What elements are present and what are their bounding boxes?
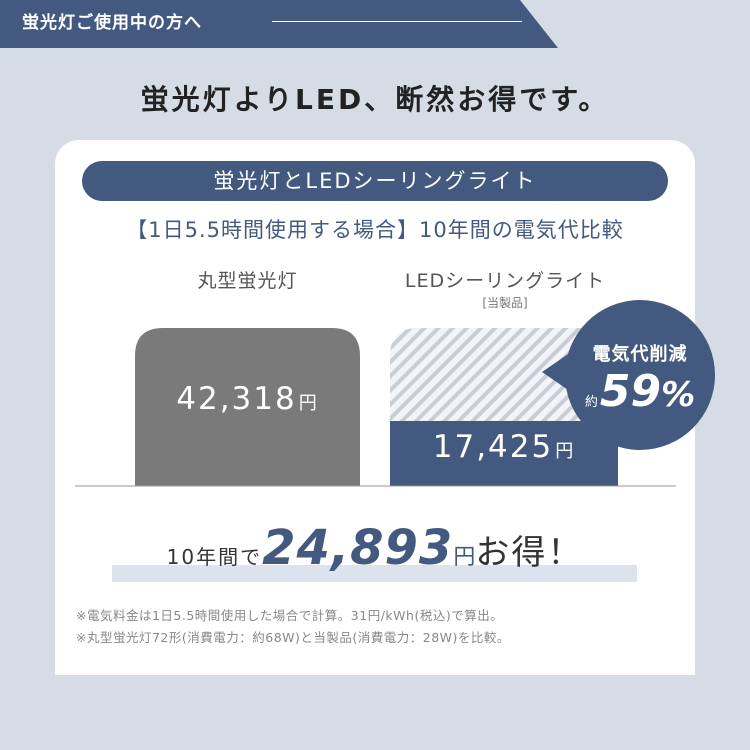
saving-prefix: 10年間で [166,545,263,569]
bar-led [390,420,618,486]
badge-number: 59 [599,366,662,417]
comparison-caption: 【1日5.5時間使用する場合】10年間の電気代比較 [126,218,624,242]
category-label-led: LEDシーリングライト [404,270,606,292]
bar-led-value: 17,425 円 [390,429,618,465]
value-fluorescent: 42,318 [176,381,297,417]
footnote-1: ※電気料金は1日5.5時間使用した場合で計算。31円/kWh(税込)で算出。 [76,608,504,623]
footnote-2: ※丸型蛍光灯72形(消費電力：約68W)と当製品(消費電力：28W)を比較。 [76,630,510,645]
value-unit-fluorescent: 円 [298,393,319,414]
savings-badge-pointer [542,350,574,394]
saving-amount: 24,893 [262,520,454,576]
bar-fluorescent [135,328,360,486]
badge-title: 電気代削減 [592,344,688,365]
section-pill: 蛍光灯とLEDシーリングライト [82,161,668,201]
value-led: 17,425 [432,429,554,466]
value-unit-led: 円 [555,441,576,463]
headline: 蛍光灯よりLED、断然お得です。 [140,83,610,116]
saving-highlight [112,565,637,582]
saving-unit: 円 [453,545,476,570]
badge-prefix: 約 [584,395,598,410]
category-sublabel-led: [当製品] [482,296,528,310]
saving-line: 10年間で24,893円お得！ [0,520,750,576]
saving-suffix: お得！ [475,533,584,573]
badge-percent: 約59% [565,366,715,417]
badge-suffix: % [661,375,696,415]
banner-rule [272,21,522,22]
top-banner [0,0,558,48]
banner-tag: 蛍光灯ご使用中の方へ [22,13,202,33]
savings-badge [565,300,715,450]
category-label-fluorescent: 丸型蛍光灯 [197,270,298,292]
bar-fluorescent-value: 42,318 円 [135,381,360,417]
